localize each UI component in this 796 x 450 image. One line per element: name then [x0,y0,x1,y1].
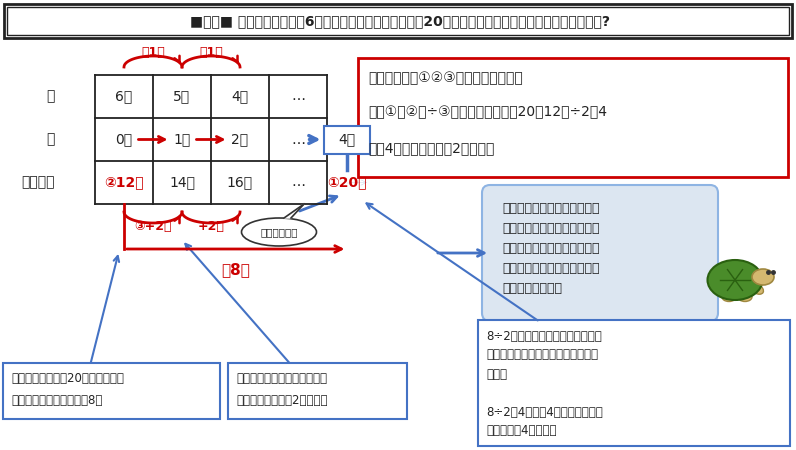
Text: 亀は4匹なので、鶴は2匹となる: 亀は4匹なので、鶴は2匹となる [368,141,494,155]
Text: 8÷2＝4で右に4つ移動している: 8÷2＝4で右に4つ移動している [486,405,603,418]
Ellipse shape [241,218,317,246]
Text: 式は表にある①②③にある数を使う！: 式は表にある①②③にある数を使う！ [368,71,523,85]
Text: 亀: 亀 [47,132,55,147]
Text: ②12本: ②12本 [104,176,144,189]
Ellipse shape [752,269,774,285]
Text: ①20本: ①20本 [327,176,367,189]
Text: －1匹: －1匹 [199,45,223,58]
Text: （①－②）÷③　なので、亀は（20－12）÷2＝4: （①－②）÷③ なので、亀は（20－12）÷2＝4 [368,105,607,119]
Ellipse shape [708,288,722,297]
FancyBboxPatch shape [4,4,792,38]
Text: 8÷2をすることで、表において、: 8÷2をすることで、表において、 [486,329,602,342]
Text: （求めたいものと違うものを: （求めたいものと違うものを [502,262,599,275]
Text: 4匹: 4匹 [232,90,248,104]
FancyBboxPatch shape [228,363,407,419]
Ellipse shape [708,260,763,300]
Text: ③+2本: ③+2本 [135,220,172,234]
Text: わかる: わかる [486,368,507,381]
Text: －8本: －8本 [221,262,250,277]
Text: 実際の足の数: 実際の足の数 [260,227,298,237]
Text: 6匹: 6匹 [115,90,133,104]
Text: 4匹: 4匹 [339,132,356,147]
Text: 足の本数: 足の本数 [21,176,55,189]
Text: 16本: 16本 [227,176,253,189]
Text: …: … [291,132,305,147]
FancyBboxPatch shape [7,7,789,35]
FancyBboxPatch shape [324,126,370,153]
Text: 鶴: 鶴 [47,90,55,104]
Text: 14本: 14本 [169,176,195,189]
Text: …: … [291,176,305,189]
Text: －1匹: －1匹 [141,45,165,58]
Ellipse shape [751,284,763,294]
Text: …: … [291,90,305,104]
Text: 鶴だと仮定した時の差は8本: 鶴だと仮定した時の差は8本 [11,395,103,408]
Text: +2本: +2本 [197,220,224,234]
Text: いくつ右に移動したか（亀の数）が: いくつ右に移動したか（亀の数）が [486,348,598,361]
Text: 1匹: 1匹 [174,132,190,147]
Ellipse shape [722,292,736,302]
Text: 2匹: 2匹 [232,132,248,147]
FancyBboxPatch shape [3,363,220,419]
FancyBboxPatch shape [358,58,788,177]
Text: ■問題■ 鶴と亀が合わせて6匹います。足の本数の合計が20本の場合、鶴と亀はそれぞれ何匹いますか?: ■問題■ 鶴と亀が合わせて6匹います。足の本数の合計が20本の場合、鶴と亀はそれ… [190,14,610,28]
Text: 表より、鶴の数が一匹減るご: 表より、鶴の数が一匹減るご [236,373,327,386]
Text: 0匹: 0匹 [115,132,133,147]
FancyBboxPatch shape [478,320,790,446]
Text: 実際の足の本数（20本）と、全て: 実際の足の本数（20本）と、全て [11,373,124,386]
Ellipse shape [738,292,752,302]
Text: 求めるよ！亀の数を求めたい: 求めるよ！亀の数を求めたい [502,222,599,235]
Polygon shape [284,204,304,218]
Text: 全部と仮定する）: 全部と仮定する） [502,283,562,296]
Text: とに、足の本数は2本増える: とに、足の本数は2本増える [236,395,327,408]
Text: ので、亀は4匹となる: ので、亀は4匹となる [486,424,556,437]
Text: 場合は全部鶴だと仮定するよ: 場合は全部鶴だと仮定するよ [502,243,599,256]
FancyBboxPatch shape [482,185,718,321]
Text: どちらかが全部だと仮定して: どちらかが全部だと仮定して [502,202,599,216]
Text: 5匹: 5匹 [174,90,190,104]
